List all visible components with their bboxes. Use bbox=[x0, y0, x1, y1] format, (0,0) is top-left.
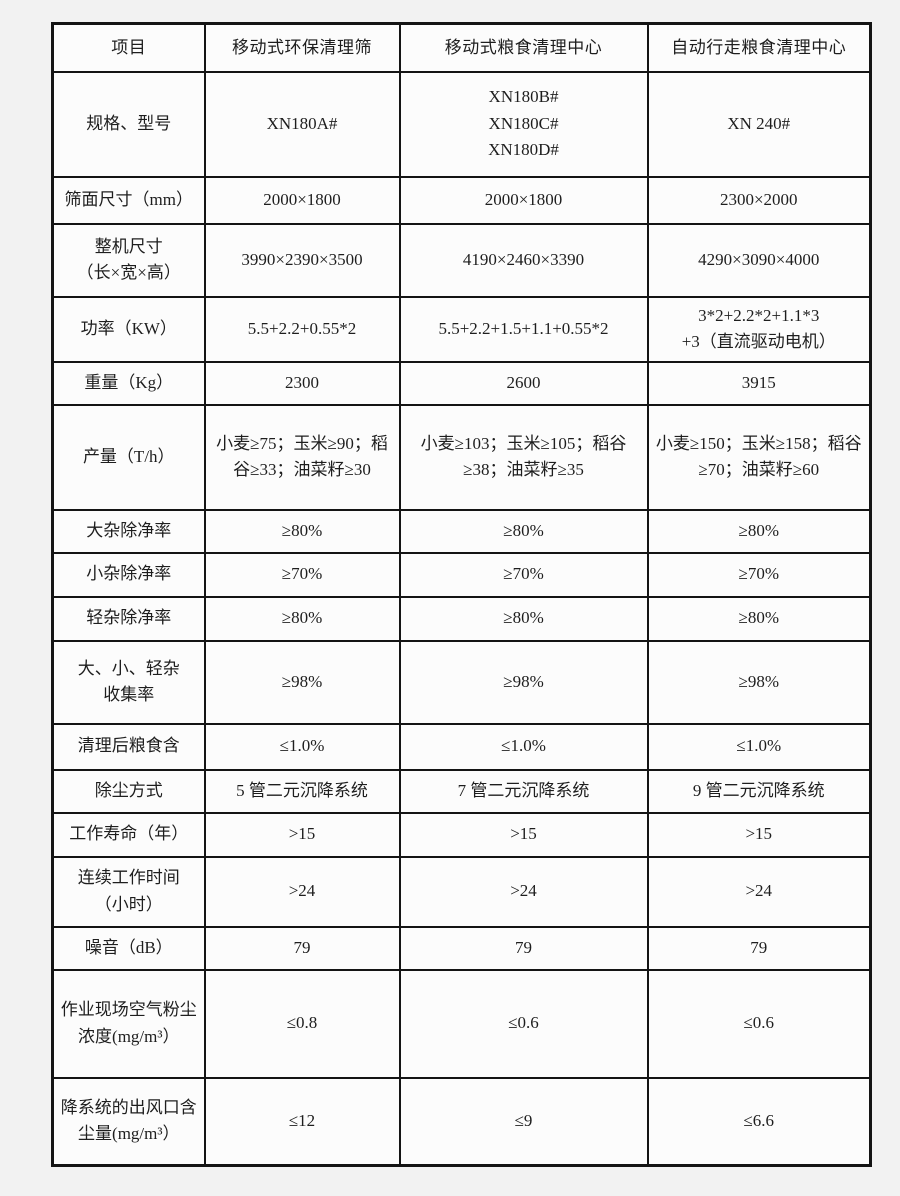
table-row: 大、小、轻杂 收集率 ≥98% ≥98% ≥98% bbox=[51, 639, 872, 725]
cell-value: ≥70% bbox=[398, 551, 649, 598]
cell-value: ≤0.8 bbox=[203, 968, 401, 1079]
table-row: 产量（T/h） 小麦≥75；玉米≥90；稻谷≥33；油菜籽≥30 小麦≥103；… bbox=[51, 403, 872, 511]
table-row: 小杂除净率 ≥70% ≥70% ≥70% bbox=[51, 551, 872, 598]
row-label: 除尘方式 bbox=[51, 768, 206, 814]
cell-value: ≤6.6 bbox=[646, 1076, 872, 1167]
row-label: 大、小、轻杂 收集率 bbox=[51, 639, 206, 725]
cell-value: ≥80% bbox=[646, 508, 872, 554]
cell-value: 3990×2390×3500 bbox=[203, 222, 401, 298]
table-row: 筛面尺寸（mm） 2000×1800 2000×1800 2300×2000 bbox=[51, 175, 872, 225]
cell-value: 小麦≥75；玉米≥90；稻谷≥33；油菜籽≥30 bbox=[203, 403, 401, 511]
cell-value: >24 bbox=[203, 855, 401, 928]
column-header-item: 项目 bbox=[51, 22, 206, 73]
cell-value: ≤1.0% bbox=[398, 722, 649, 771]
row-label: 筛面尺寸（mm） bbox=[51, 175, 206, 225]
row-label: 轻杂除净率 bbox=[51, 595, 206, 642]
table-row: 规格、型号 XN180A# XN180B# XN180C# XN180D# XN… bbox=[51, 70, 872, 178]
cell-value: 2300 bbox=[203, 360, 401, 406]
cell-value: ≤0.6 bbox=[398, 968, 649, 1079]
cell-value: >24 bbox=[398, 855, 649, 928]
row-label: 噪音（dB） bbox=[51, 925, 206, 971]
cell-value: >24 bbox=[646, 855, 872, 928]
row-label: 作业现场空气粉尘浓度(mg/m³） bbox=[51, 968, 206, 1079]
cell-value: XN180A# bbox=[203, 70, 401, 178]
row-label: 连续工作时间 （小时） bbox=[51, 855, 206, 928]
cell-value: 3915 bbox=[646, 360, 872, 406]
cell-value: 3*2+2.2*2+1.1*3 +3（直流驱动电机） bbox=[646, 295, 872, 363]
table-row: 整机尺寸 （长×宽×高） 3990×2390×3500 4190×2460×33… bbox=[51, 222, 872, 298]
column-header-mobile-grain-center: 移动式粮食清理中心 bbox=[398, 22, 649, 73]
cell-value: 5 管二元沉降系统 bbox=[203, 768, 401, 814]
cell-value: ≤1.0% bbox=[646, 722, 872, 771]
cell-value: ≥70% bbox=[203, 551, 401, 598]
row-label: 产量（T/h） bbox=[51, 403, 206, 511]
header-row: 项目 移动式环保清理筛 移动式粮食清理中心 自动行走粮食清理中心 bbox=[51, 22, 872, 73]
row-label: 小杂除净率 bbox=[51, 551, 206, 598]
cell-value: ≥98% bbox=[203, 639, 401, 725]
cell-value: 79 bbox=[398, 925, 649, 971]
cell-value: 2000×1800 bbox=[203, 175, 401, 225]
table-row: 大杂除净率 ≥80% ≥80% ≥80% bbox=[51, 508, 872, 554]
row-label: 规格、型号 bbox=[51, 70, 206, 178]
row-label: 降系统的出风口含尘量(mg/m³） bbox=[51, 1076, 206, 1167]
cell-value: 2600 bbox=[398, 360, 649, 406]
row-label: 大杂除净率 bbox=[51, 508, 206, 554]
cell-value: XN 240# bbox=[646, 70, 872, 178]
cell-value: 小麦≥103；玉米≥105；稻谷≥38；油菜籽≥35 bbox=[398, 403, 649, 511]
cell-value: >15 bbox=[203, 811, 401, 858]
table-row: 功率（KW） 5.5+2.2+0.55*2 5.5+2.2+1.5+1.1+0.… bbox=[51, 295, 872, 363]
table-row: 噪音（dB） 79 79 79 bbox=[51, 925, 872, 971]
cell-value: 79 bbox=[646, 925, 872, 971]
cell-value: 2300×2000 bbox=[646, 175, 872, 225]
cell-value: 4190×2460×3390 bbox=[398, 222, 649, 298]
cell-value: ≤0.6 bbox=[646, 968, 872, 1079]
cell-value: 5.5+2.2+0.55*2 bbox=[203, 295, 401, 363]
table-row: 工作寿命（年） >15 >15 >15 bbox=[51, 811, 872, 858]
spec-table: 项目 移动式环保清理筛 移动式粮食清理中心 自动行走粮食清理中心 规格、型号 X… bbox=[51, 22, 872, 1167]
table-row: 重量（Kg） 2300 2600 3915 bbox=[51, 360, 872, 406]
cell-value: ≥80% bbox=[398, 595, 649, 642]
column-header-mobile-eco-sieve: 移动式环保清理筛 bbox=[203, 22, 401, 73]
cell-value: 5.5+2.2+1.5+1.1+0.55*2 bbox=[398, 295, 649, 363]
row-label: 整机尺寸 （长×宽×高） bbox=[51, 222, 206, 298]
cell-value: ≤9 bbox=[398, 1076, 649, 1167]
cell-value: ≥80% bbox=[398, 508, 649, 554]
cell-value: 小麦≥150；玉米≥158；稻谷≥70；油菜籽≥60 bbox=[646, 403, 872, 511]
table-row: 轻杂除净率 ≥80% ≥80% ≥80% bbox=[51, 595, 872, 642]
cell-value: ≥98% bbox=[398, 639, 649, 725]
row-label: 功率（KW） bbox=[51, 295, 206, 363]
cell-value: ≥98% bbox=[646, 639, 872, 725]
cell-value: 79 bbox=[203, 925, 401, 971]
cell-value: >15 bbox=[398, 811, 649, 858]
table-row: 连续工作时间 （小时） >24 >24 >24 bbox=[51, 855, 872, 928]
cell-value: ≥70% bbox=[646, 551, 872, 598]
cell-value: ≥80% bbox=[646, 595, 872, 642]
cell-value: 7 管二元沉降系统 bbox=[398, 768, 649, 814]
cell-value: XN180B# XN180C# XN180D# bbox=[398, 70, 649, 178]
cell-value: 4290×3090×4000 bbox=[646, 222, 872, 298]
column-header-auto-grain-center: 自动行走粮食清理中心 bbox=[646, 22, 872, 73]
table-row: 除尘方式 5 管二元沉降系统 7 管二元沉降系统 9 管二元沉降系统 bbox=[51, 768, 872, 814]
table-row: 降系统的出风口含尘量(mg/m³） ≤12 ≤9 ≤6.6 bbox=[51, 1076, 872, 1167]
table-row: 清理后粮食含 ≤1.0% ≤1.0% ≤1.0% bbox=[51, 722, 872, 771]
row-label: 重量（Kg） bbox=[51, 360, 206, 406]
row-label: 清理后粮食含 bbox=[51, 722, 206, 771]
cell-value: ≤12 bbox=[203, 1076, 401, 1167]
table-row: 作业现场空气粉尘浓度(mg/m³） ≤0.8 ≤0.6 ≤0.6 bbox=[51, 968, 872, 1079]
cell-value: 2000×1800 bbox=[398, 175, 649, 225]
cell-value: ≥80% bbox=[203, 595, 401, 642]
cell-value: >15 bbox=[646, 811, 872, 858]
cell-value: 9 管二元沉降系统 bbox=[646, 768, 872, 814]
cell-value: ≥80% bbox=[203, 508, 401, 554]
cell-value: ≤1.0% bbox=[203, 722, 401, 771]
row-label: 工作寿命（年） bbox=[51, 811, 206, 858]
